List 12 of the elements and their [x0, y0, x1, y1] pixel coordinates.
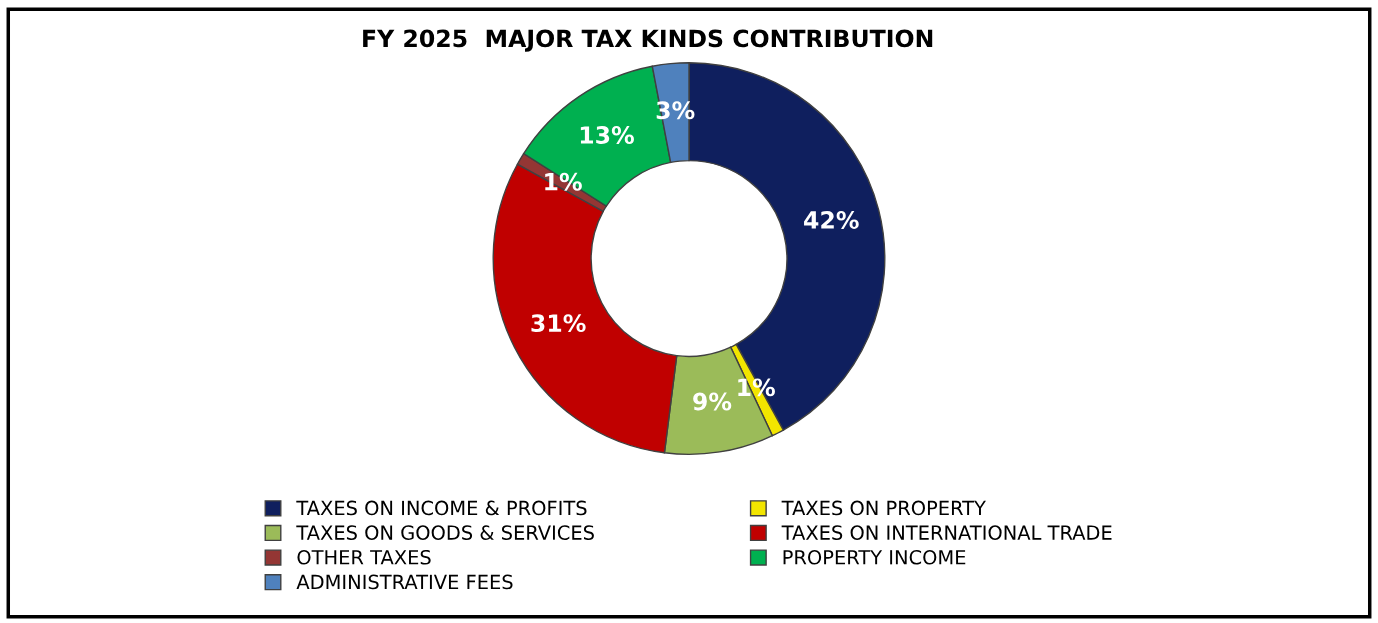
legend-label: TAXES ON INCOME & PROFITS: [296, 500, 587, 516]
data-label: 42%: [804, 211, 859, 229]
legend-label: OTHER TAXES: [297, 549, 431, 565]
data-label: 13%: [580, 126, 634, 144]
legend-label: ADMINISTRATIVE FEES: [296, 574, 513, 590]
legend-label: TAXES ON INTERNATIONAL TRADE: [781, 525, 1112, 540]
chart-title: FY 2025 MAJOR TAX KINDS CONTRIBUTION: [363, 29, 933, 52]
data-label: 9%: [693, 392, 732, 411]
legend-label: TAXES ON GOODS & SERVICES: [296, 525, 594, 540]
legend-label: PROPERTY INCOME: [783, 549, 966, 565]
data-label: 31%: [531, 314, 586, 333]
legend-label: TAXES ON PROPERTY: [781, 500, 986, 516]
